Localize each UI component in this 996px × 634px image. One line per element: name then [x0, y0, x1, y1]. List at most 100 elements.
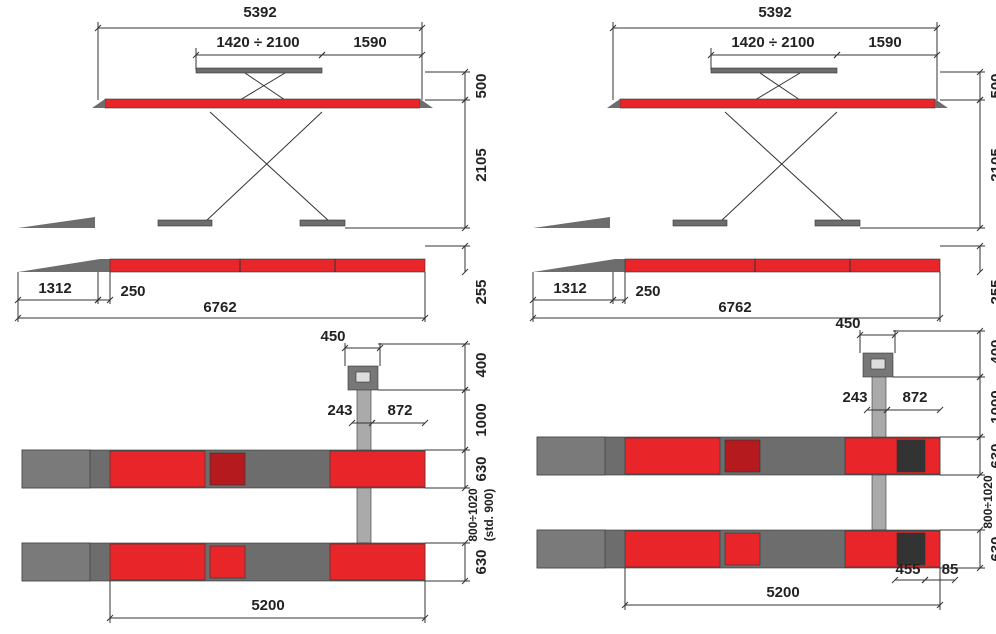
- runway-red: [624, 437, 721, 475]
- ramp-top: [21, 542, 91, 582]
- dim-tick: [833, 51, 841, 59]
- dimension-label: 85: [942, 561, 959, 578]
- dimension-label: (std. 900): [482, 489, 496, 542]
- runway-red: [844, 437, 941, 475]
- scissor: [204, 111, 323, 223]
- ramp-top: [21, 449, 91, 489]
- dimension-label: 243: [327, 402, 352, 419]
- runway: [104, 98, 421, 109]
- dim-tick: [936, 406, 944, 414]
- scissor: [239, 72, 286, 101]
- runway-low: [624, 258, 941, 273]
- ramp: [18, 217, 95, 228]
- dimension-label: 6762: [718, 299, 751, 316]
- platform: [710, 67, 838, 74]
- ramp-top: [536, 436, 606, 476]
- dimension-label: 2105: [473, 148, 490, 181]
- dim-tick: [461, 484, 469, 492]
- dim-tick: [418, 51, 426, 59]
- dim-tick: [461, 224, 469, 232]
- ramp: [533, 217, 610, 228]
- dim-tick: [863, 406, 871, 414]
- dim-tick: [461, 96, 469, 104]
- runway: [619, 98, 936, 109]
- ramp-end: [420, 99, 433, 108]
- dim-tick: [976, 224, 984, 232]
- runway-low: [109, 258, 426, 273]
- dimension-label: 1420 ÷ 2100: [731, 34, 814, 51]
- dimension-label: 250: [120, 283, 145, 300]
- dim-tick: [933, 51, 941, 59]
- ramp-end: [607, 99, 620, 108]
- dimension-label: 630: [473, 549, 490, 574]
- dimension-label: 243: [842, 389, 867, 406]
- scissor: [209, 111, 331, 223]
- runway-red: [844, 530, 941, 568]
- dimension-label: 5200: [766, 584, 799, 601]
- turn-plate: [724, 439, 761, 473]
- dimension-label: 5200: [251, 597, 284, 614]
- dim-tick: [529, 296, 537, 304]
- dim-tick: [348, 419, 356, 427]
- runway-red: [329, 450, 426, 488]
- dimension-label: 400: [473, 352, 490, 377]
- dimension-label: 1000: [473, 403, 490, 436]
- dimension-label: 630: [988, 443, 996, 468]
- dimension-label: 1420 ÷ 2100: [216, 34, 299, 51]
- dim-tick: [976, 96, 984, 104]
- dimension-label: 400: [988, 339, 996, 364]
- ramp-top: [536, 529, 606, 569]
- dimension-label: 455: [895, 561, 920, 578]
- base: [672, 219, 728, 227]
- dimension-label: 450: [320, 328, 345, 345]
- dim-tick: [891, 576, 899, 584]
- runway-red: [624, 530, 721, 568]
- dimension-label: 500: [988, 73, 996, 98]
- dimension-label: 1000: [988, 390, 996, 423]
- dim-tick: [936, 601, 944, 609]
- turn-plate: [209, 452, 246, 486]
- dimension-label: 1590: [353, 34, 386, 51]
- dim-tick: [14, 296, 22, 304]
- dimension-label: 255: [988, 279, 996, 304]
- dim-tick: [621, 601, 629, 609]
- dimension-label: 630: [473, 456, 490, 481]
- dim-tick: [936, 314, 944, 322]
- ramp: [18, 259, 110, 272]
- dim-tick: [976, 268, 984, 276]
- scissor: [719, 111, 838, 223]
- dimension-label: 630: [988, 536, 996, 561]
- dim-tick: [976, 327, 984, 335]
- dim-tick: [461, 539, 469, 547]
- dim-tick: [921, 576, 929, 584]
- dim-tick: [951, 576, 959, 584]
- dim-tick: [976, 526, 984, 534]
- runway-red: [329, 543, 426, 581]
- dimension-label: 500: [473, 73, 490, 98]
- turn-plate: [724, 532, 761, 566]
- dim-tick: [14, 314, 22, 322]
- dim-tick: [461, 446, 469, 454]
- right-panel: 5392 1420 ÷ 2100 1590 500 2105 255 1312 250 6762…: [529, 4, 996, 610]
- dimension-label: 5392: [243, 4, 276, 21]
- dim-tick: [461, 242, 469, 250]
- dim-tick: [883, 406, 891, 414]
- platform: [195, 67, 323, 74]
- dim-tick: [318, 51, 326, 59]
- dim-tick: [461, 268, 469, 276]
- base: [814, 219, 861, 227]
- turn-plate: [209, 545, 246, 579]
- ramp-end: [935, 99, 948, 108]
- dim-tick: [461, 68, 469, 76]
- dimension-label: 800÷1020: [981, 475, 995, 529]
- console-screen: [355, 371, 371, 383]
- dim-tick: [529, 314, 537, 322]
- runway-red: [109, 543, 206, 581]
- ramp-end: [92, 99, 105, 108]
- dim-tick: [368, 419, 376, 427]
- dim-tick: [976, 68, 984, 76]
- scissor: [244, 72, 286, 101]
- dimension-label: 800÷1020: [466, 488, 480, 542]
- scissor: [754, 72, 801, 101]
- dim-tick: [976, 471, 984, 479]
